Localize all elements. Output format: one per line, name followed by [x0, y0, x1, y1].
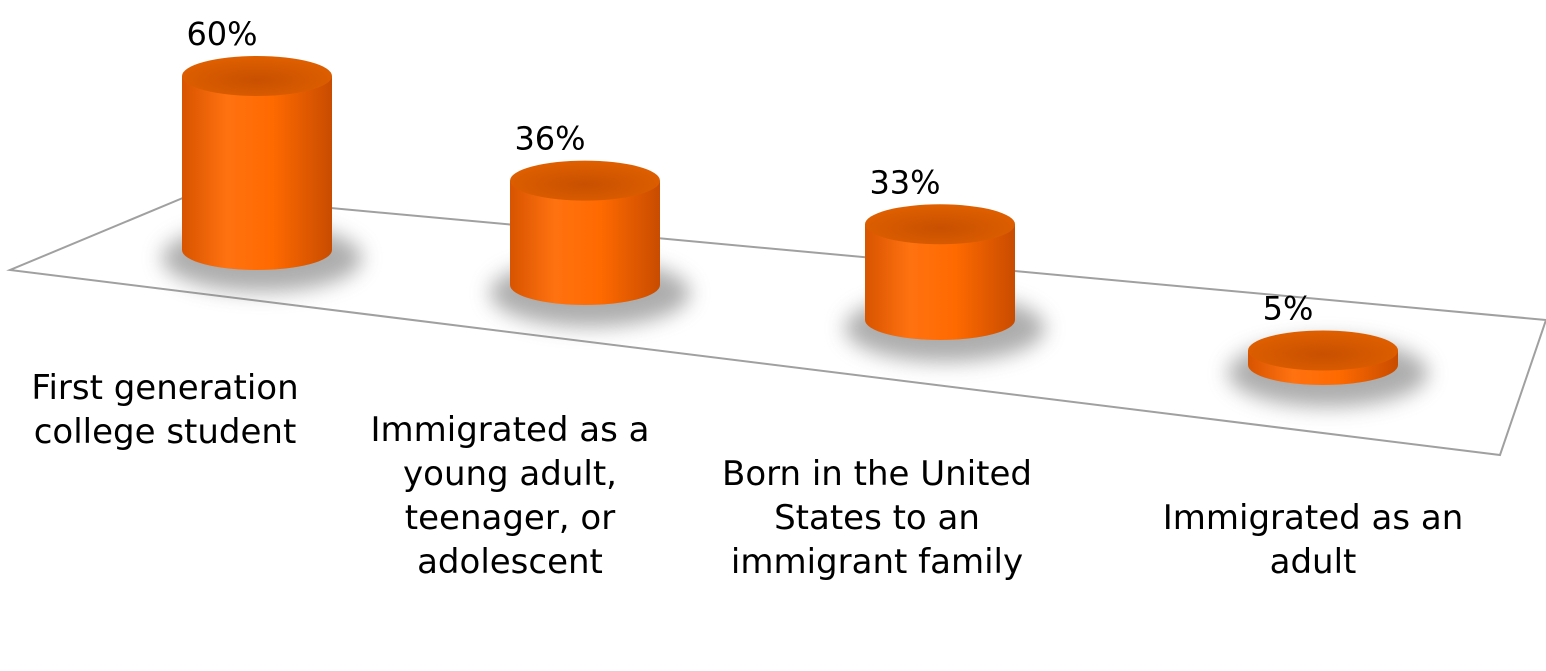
bar-top	[510, 160, 660, 201]
category-label: First generation college student	[31, 368, 299, 452]
category-label: Born in the United States to an immigran…	[722, 454, 1032, 582]
bar-top	[865, 204, 1015, 245]
value-label: 60%	[186, 15, 257, 53]
value-label: 5%	[1263, 290, 1314, 328]
bar	[865, 224, 1015, 340]
bar-top	[182, 56, 332, 96]
floor	[6, 193, 1546, 457]
value-label: 36%	[514, 120, 585, 158]
category-label: Immigrated as an adult	[1162, 498, 1464, 582]
bar-top	[1248, 330, 1398, 371]
bar	[510, 180, 660, 305]
value-label: 33%	[869, 163, 940, 201]
bar	[182, 76, 332, 270]
category-label: Immigrated as a young adult, teenager, o…	[370, 410, 650, 582]
